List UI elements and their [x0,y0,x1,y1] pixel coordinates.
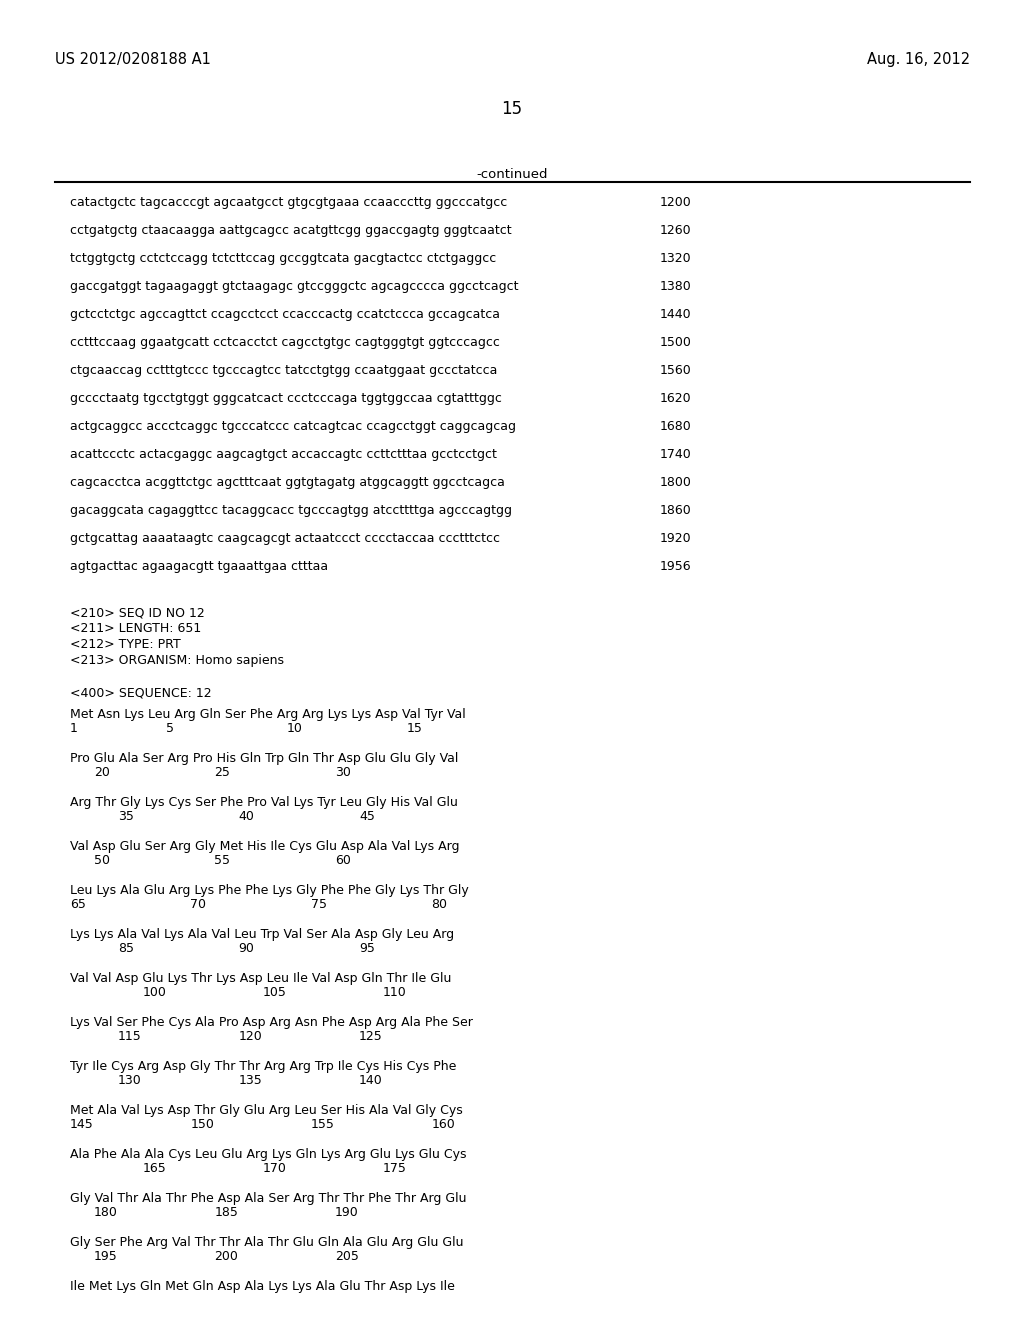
Text: 80: 80 [431,898,447,911]
Text: cctttccaag ggaatgcatt cctcacctct cagcctgtgc cagtgggtgt ggtcccagcc: cctttccaag ggaatgcatt cctcacctct cagcctg… [70,337,500,348]
Text: 70: 70 [190,898,207,911]
Text: gacaggcata cagaggttcc tacaggcacc tgcccagtgg atccttttga agcccagtgg: gacaggcata cagaggttcc tacaggcacc tgcccag… [70,504,512,517]
Text: 115: 115 [118,1030,142,1043]
Text: 20: 20 [94,766,110,779]
Text: -continued: -continued [476,168,548,181]
Text: 1380: 1380 [660,280,692,293]
Text: 185: 185 [214,1206,239,1218]
Text: Arg Thr Gly Lys Cys Ser Phe Pro Val Lys Tyr Leu Gly His Val Glu: Arg Thr Gly Lys Cys Ser Phe Pro Val Lys … [70,796,458,809]
Text: 155: 155 [311,1118,335,1131]
Text: <400> SEQUENCE: 12: <400> SEQUENCE: 12 [70,686,212,700]
Text: 205: 205 [335,1250,358,1263]
Text: 75: 75 [311,898,327,911]
Text: Leu Lys Ala Glu Arg Lys Phe Phe Lys Gly Phe Phe Gly Lys Thr Gly: Leu Lys Ala Glu Arg Lys Phe Phe Lys Gly … [70,884,469,898]
Text: 160: 160 [431,1118,455,1131]
Text: cagcacctca acggttctgc agctttcaat ggtgtagatg atggcaggtt ggcctcagca: cagcacctca acggttctgc agctttcaat ggtgtag… [70,477,505,488]
Text: 35: 35 [118,810,134,822]
Text: Met Ala Val Lys Asp Thr Gly Glu Arg Leu Ser His Ala Val Gly Cys: Met Ala Val Lys Asp Thr Gly Glu Arg Leu … [70,1104,463,1117]
Text: 145: 145 [70,1118,94,1131]
Text: 1620: 1620 [660,392,691,405]
Text: 100: 100 [142,986,166,999]
Text: 165: 165 [142,1162,166,1175]
Text: <211> LENGTH: 651: <211> LENGTH: 651 [70,622,202,635]
Text: 180: 180 [94,1206,118,1218]
Text: 125: 125 [359,1030,383,1043]
Text: 10: 10 [287,722,303,735]
Text: 1956: 1956 [660,560,691,573]
Text: Gly Val Thr Ala Thr Phe Asp Ala Ser Arg Thr Thr Phe Thr Arg Glu: Gly Val Thr Ala Thr Phe Asp Ala Ser Arg … [70,1192,467,1205]
Text: 30: 30 [335,766,351,779]
Text: 60: 60 [335,854,351,867]
Text: Ile Met Lys Gln Met Gln Asp Ala Lys Lys Ala Glu Thr Asp Lys Ile: Ile Met Lys Gln Met Gln Asp Ala Lys Lys … [70,1280,455,1294]
Text: 1: 1 [70,722,78,735]
Text: Ala Phe Ala Ala Cys Leu Glu Arg Lys Gln Lys Arg Glu Lys Glu Cys: Ala Phe Ala Ala Cys Leu Glu Arg Lys Gln … [70,1148,467,1162]
Text: acattccctc actacgaggc aagcagtgct accaccagtc ccttctttaa gcctcctgct: acattccctc actacgaggc aagcagtgct accacca… [70,447,497,461]
Text: gaccgatggt tagaagaggt gtctaagagc gtccgggctc agcagcccca ggcctcagct: gaccgatggt tagaagaggt gtctaagagc gtccggg… [70,280,518,293]
Text: gctcctctgc agccagttct ccagcctcct ccacccactg ccatctccca gccagcatca: gctcctctgc agccagttct ccagcctcct ccaccca… [70,308,500,321]
Text: Lys Lys Ala Val Lys Ala Val Leu Trp Val Ser Ala Asp Gly Leu Arg: Lys Lys Ala Val Lys Ala Val Leu Trp Val … [70,928,454,941]
Text: 1800: 1800 [660,477,692,488]
Text: ctgcaaccag cctttgtccc tgcccagtcc tatcctgtgg ccaatggaat gccctatcca: ctgcaaccag cctttgtccc tgcccagtcc tatcctg… [70,364,498,378]
Text: 1440: 1440 [660,308,691,321]
Text: 5: 5 [166,722,174,735]
Text: <212> TYPE: PRT: <212> TYPE: PRT [70,638,181,651]
Text: US 2012/0208188 A1: US 2012/0208188 A1 [55,51,211,67]
Text: 195: 195 [94,1250,118,1263]
Text: catactgctc tagcacccgt agcaatgcct gtgcgtgaaa ccaacccttg ggcccatgcc: catactgctc tagcacccgt agcaatgcct gtgcgtg… [70,195,507,209]
Text: 15: 15 [502,100,522,117]
Text: 1560: 1560 [660,364,692,378]
Text: Val Val Asp Glu Lys Thr Lys Asp Leu Ile Val Asp Gln Thr Ile Glu: Val Val Asp Glu Lys Thr Lys Asp Leu Ile … [70,972,452,985]
Text: 1500: 1500 [660,337,692,348]
Text: 1680: 1680 [660,420,692,433]
Text: Tyr Ile Cys Arg Asp Gly Thr Thr Arg Arg Trp Ile Cys His Cys Phe: Tyr Ile Cys Arg Asp Gly Thr Thr Arg Arg … [70,1060,457,1073]
Text: gctgcattag aaaataagtc caagcagcgt actaatccct cccctaccaa ccctttctcc: gctgcattag aaaataagtc caagcagcgt actaatc… [70,532,500,545]
Text: Lys Val Ser Phe Cys Ala Pro Asp Arg Asn Phe Asp Arg Ala Phe Ser: Lys Val Ser Phe Cys Ala Pro Asp Arg Asn … [70,1016,473,1030]
Text: Met Asn Lys Leu Arg Gln Ser Phe Arg Arg Lys Lys Asp Val Tyr Val: Met Asn Lys Leu Arg Gln Ser Phe Arg Arg … [70,708,466,721]
Text: 1860: 1860 [660,504,692,517]
Text: 150: 150 [190,1118,214,1131]
Text: Aug. 16, 2012: Aug. 16, 2012 [867,51,970,67]
Text: 175: 175 [383,1162,407,1175]
Text: tctggtgctg cctctccagg tctcttccag gccggtcata gacgtactcc ctctgaggcc: tctggtgctg cctctccagg tctcttccag gccggtc… [70,252,497,265]
Text: actgcaggcc accctcaggc tgcccatccc catcagtcac ccagcctggt caggcagcag: actgcaggcc accctcaggc tgcccatccc catcagt… [70,420,516,433]
Text: 190: 190 [335,1206,358,1218]
Text: 25: 25 [214,766,230,779]
Text: 140: 140 [359,1074,383,1086]
Text: gcccctaatg tgcctgtggt gggcatcact ccctcccaga tggtggccaa cgtatttggc: gcccctaatg tgcctgtggt gggcatcact ccctccc… [70,392,502,405]
Text: 105: 105 [262,986,287,999]
Text: 95: 95 [359,942,375,954]
Text: 50: 50 [94,854,111,867]
Text: 1920: 1920 [660,532,691,545]
Text: 200: 200 [214,1250,239,1263]
Text: 40: 40 [239,810,254,822]
Text: 65: 65 [70,898,86,911]
Text: 1200: 1200 [660,195,692,209]
Text: 45: 45 [359,810,375,822]
Text: 1740: 1740 [660,447,692,461]
Text: 1320: 1320 [660,252,691,265]
Text: cctgatgctg ctaacaagga aattgcagcc acatgttcgg ggaccgagtg gggtcaatct: cctgatgctg ctaacaagga aattgcagcc acatgtt… [70,224,512,238]
Text: 1260: 1260 [660,224,691,238]
Text: Val Asp Glu Ser Arg Gly Met His Ile Cys Glu Asp Ala Val Lys Arg: Val Asp Glu Ser Arg Gly Met His Ile Cys … [70,840,460,853]
Text: 90: 90 [239,942,254,954]
Text: 55: 55 [214,854,230,867]
Text: 135: 135 [239,1074,262,1086]
Text: Gly Ser Phe Arg Val Thr Thr Ala Thr Glu Gln Ala Glu Arg Glu Glu: Gly Ser Phe Arg Val Thr Thr Ala Thr Glu … [70,1236,464,1249]
Text: 15: 15 [408,722,423,735]
Text: Pro Glu Ala Ser Arg Pro His Gln Trp Gln Thr Asp Glu Glu Gly Val: Pro Glu Ala Ser Arg Pro His Gln Trp Gln … [70,752,459,766]
Text: <213> ORGANISM: Homo sapiens: <213> ORGANISM: Homo sapiens [70,653,284,667]
Text: 130: 130 [118,1074,142,1086]
Text: agtgacttac agaagacgtt tgaaattgaa ctttaa: agtgacttac agaagacgtt tgaaattgaa ctttaa [70,560,328,573]
Text: 120: 120 [239,1030,262,1043]
Text: <210> SEQ ID NO 12: <210> SEQ ID NO 12 [70,606,205,619]
Text: 85: 85 [118,942,134,954]
Text: 170: 170 [262,1162,287,1175]
Text: 110: 110 [383,986,407,999]
